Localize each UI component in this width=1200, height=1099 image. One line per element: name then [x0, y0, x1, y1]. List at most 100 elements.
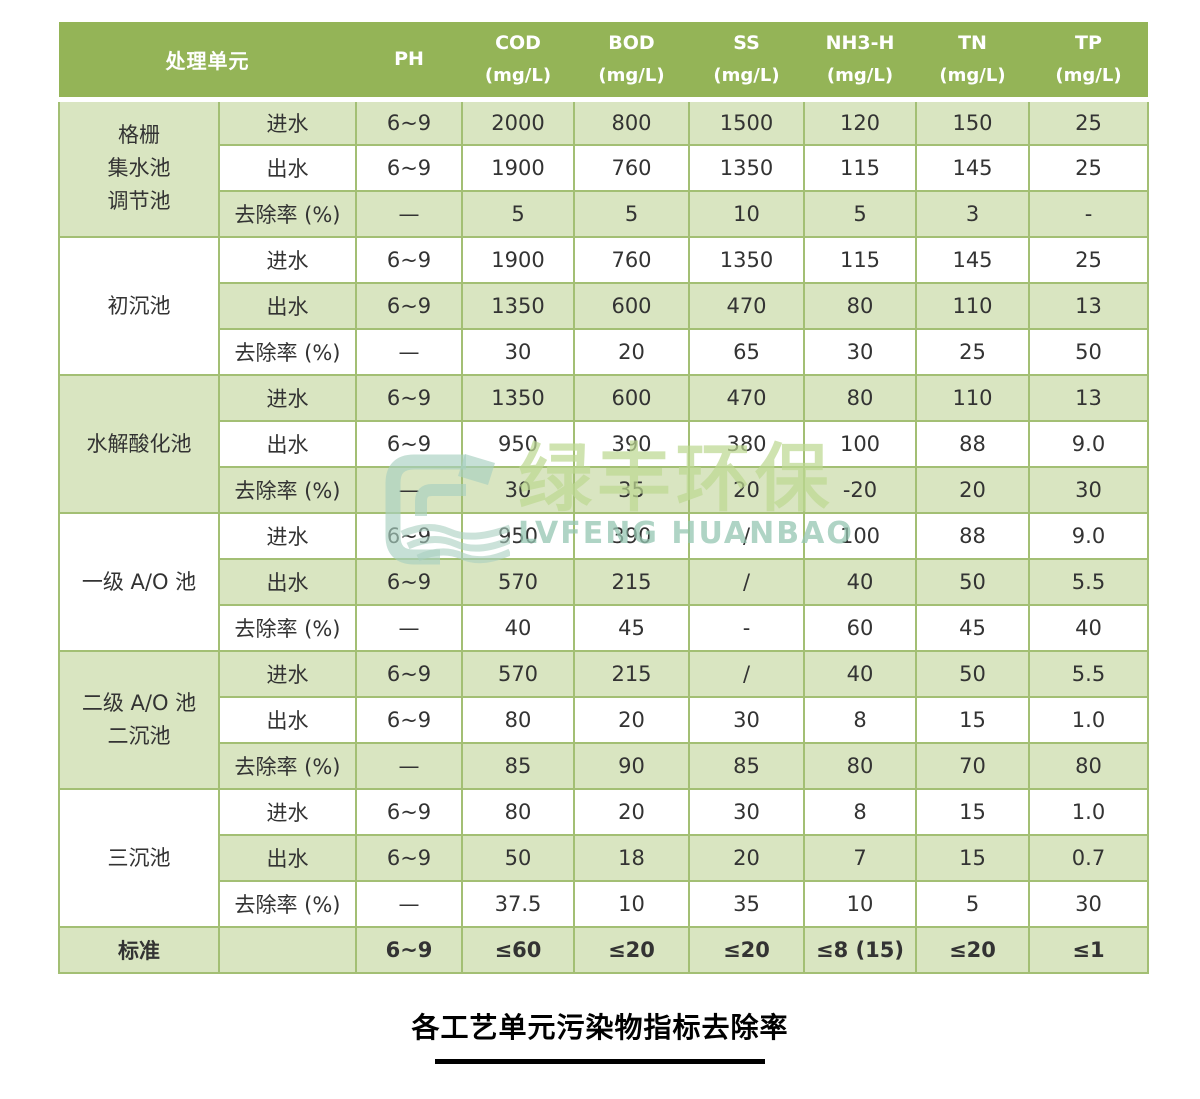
table-caption: 各工艺单元污染物指标去除率 [411, 1011, 789, 1044]
value-cell-tp: 25 [1028, 236, 1149, 284]
table-row: 去除率 (%) —5 5 10 5 3- [59, 190, 1149, 238]
row-label-cell: 去除率 (%) [218, 190, 357, 238]
value-cell-tn: 3 [915, 190, 1030, 238]
value-cell-ss: 20 [688, 466, 805, 514]
value-cell-ss: 20 [688, 834, 805, 882]
value-cell-tn: 20 [915, 466, 1030, 514]
value-cell-tn: 88 [915, 512, 1030, 560]
row-label-cell: 出水 [218, 420, 357, 468]
table-row: 三沉池 进水 6~9 80 20 30 8 15 1.0 [58, 788, 1149, 928]
table-row: 水解酸化池 进水 6~9 1350 600 470 80 110 13 [58, 374, 1149, 514]
value-cell-tn: 15 [915, 788, 1030, 836]
value-cell-bod: 760 [573, 236, 690, 284]
value-cell-tn: 110 [915, 374, 1030, 422]
value-cell-bod: 20 [573, 696, 690, 744]
value-cell-nh3-h: 80 [803, 742, 917, 790]
value-cell-ph: 6~9 [355, 696, 463, 744]
row-label-cell: 去除率 (%) [218, 742, 357, 790]
standard-value-cell-cod: ≤60 [461, 926, 575, 974]
value-cell-ss: 30 [688, 788, 805, 836]
standard-value-cell-nh3-h: ≤8 (15) [803, 926, 917, 974]
col-header-nh3-h: NH3-H (mg/L) [804, 22, 916, 102]
table-row: 出水 6~9 570 215/40 50 5.5 [59, 558, 1149, 606]
row-label-cell: 进水 [218, 512, 357, 560]
row-label-cell: 进水 [218, 98, 357, 146]
value-cell-nh3-h: 8 [803, 788, 917, 836]
unit-cell-group-6: 三沉池 [58, 788, 220, 928]
value-cell-ss: - [688, 604, 805, 652]
value-cell-tp: 9.0 [1028, 420, 1149, 468]
value-cell-tn: 5 [915, 880, 1030, 928]
value-cell-tn: 50 [915, 650, 1030, 698]
value-cell-bod: 600 [573, 374, 690, 422]
process-removal-table: 处理单元 PH COD (mg/L) BOD (mg/L) SS (mg/L) NH3-H (m… [58, 22, 1149, 974]
value-cell-ss: / [688, 512, 805, 560]
table-row: 去除率 (%) —37.5 10 35 10 5 30 [59, 880, 1149, 928]
value-cell-tp: 40 [1028, 604, 1149, 652]
value-cell-tp: 80 [1028, 742, 1149, 790]
value-cell-tp: 13 [1028, 374, 1149, 422]
value-cell-tp: 30 [1028, 880, 1149, 928]
value-cell-tp: 50 [1028, 328, 1149, 376]
value-cell-ss: 85 [688, 742, 805, 790]
table-row: 出水 6~9 1900 760 1350 115 145 25 [59, 144, 1149, 192]
standard-value-cell-ph: 6~9 [355, 926, 463, 974]
col-header-cod: COD (mg/L) [462, 22, 574, 102]
value-cell-bod: 90 [573, 742, 690, 790]
value-cell-nh3-h: 80 [803, 374, 917, 422]
value-cell-bod: 390 [573, 420, 690, 468]
value-cell-ss: 380 [688, 420, 805, 468]
value-cell-ph: 6~9 [355, 512, 463, 560]
value-cell-nh3-h: 40 [803, 558, 917, 606]
value-cell-cod: 80 [461, 788, 575, 836]
value-cell-ss: 470 [688, 374, 805, 422]
table-row: 去除率 (%) —30 35 20 -20 20 30 [59, 466, 1149, 514]
value-cell-ph: — [355, 190, 463, 238]
standard-value-cell-ss: ≤20 [688, 926, 805, 974]
value-cell-bod: 20 [573, 788, 690, 836]
value-cell-ph: — [355, 604, 463, 652]
value-cell-ph: 6~9 [355, 788, 463, 836]
table-row: 出水 6~9 950 390 380 100 88 9.0 [59, 420, 1149, 468]
value-cell-tn: 15 [915, 696, 1030, 744]
value-cell-cod: 1900 [461, 144, 575, 192]
value-cell-bod: 5 [573, 190, 690, 238]
value-cell-cod: 950 [461, 512, 575, 560]
row-label-cell: 进水 [218, 788, 357, 836]
value-cell-tp: - [1028, 190, 1149, 238]
header-row: 处理单元 PH COD (mg/L) BOD (mg/L) SS (mg/L) NH3-H (m… [59, 22, 1148, 102]
value-cell-tp: 9.0 [1028, 512, 1149, 560]
value-cell-cod: 570 [461, 650, 575, 698]
value-cell-tp: 5.5 [1028, 558, 1149, 606]
value-cell-cod: 570 [461, 558, 575, 606]
value-cell-ss: / [688, 650, 805, 698]
value-cell-nh3-h: 120 [803, 98, 917, 146]
value-cell-ss: 1350 [688, 236, 805, 284]
value-cell-cod: 80 [461, 696, 575, 744]
value-cell-nh3-h: 100 [803, 420, 917, 468]
row-label-cell: 进水 [218, 236, 357, 284]
value-cell-nh3-h: 100 [803, 512, 917, 560]
table-row: 二级 A/O 池二沉池 进水 6~9 570 215/40 50 5.5 [58, 650, 1149, 790]
standard-row: 标准 6~9 ≤60 ≤20 ≤20 ≤8 (15) ≤20 ≤1 [58, 926, 1149, 974]
unit-cell-group-2: 初沉池 [58, 236, 220, 376]
row-label-cell: 进水 [218, 650, 357, 698]
row-label-cell: 去除率 (%) [218, 466, 357, 514]
value-cell-bod: 600 [573, 282, 690, 330]
value-cell-ph: 6~9 [355, 98, 463, 146]
value-cell-ph: 6~9 [355, 282, 463, 330]
value-cell-bod: 215 [573, 650, 690, 698]
value-cell-cod: 40 [461, 604, 575, 652]
table-row: 出水 6~9 1350 600 470 80 110 13 [59, 282, 1149, 330]
value-cell-nh3-h: 30 [803, 328, 917, 376]
value-cell-tp: 5.5 [1028, 650, 1149, 698]
value-cell-ss: 1500 [688, 98, 805, 146]
value-cell-tn: 150 [915, 98, 1030, 146]
value-cell-tn: 88 [915, 420, 1030, 468]
value-cell-ph: 6~9 [355, 236, 463, 284]
value-cell-bod: 45 [573, 604, 690, 652]
value-cell-ss: 470 [688, 282, 805, 330]
col-header-ss: SS (mg/L) [689, 22, 804, 102]
value-cell-tp: 25 [1028, 144, 1149, 192]
